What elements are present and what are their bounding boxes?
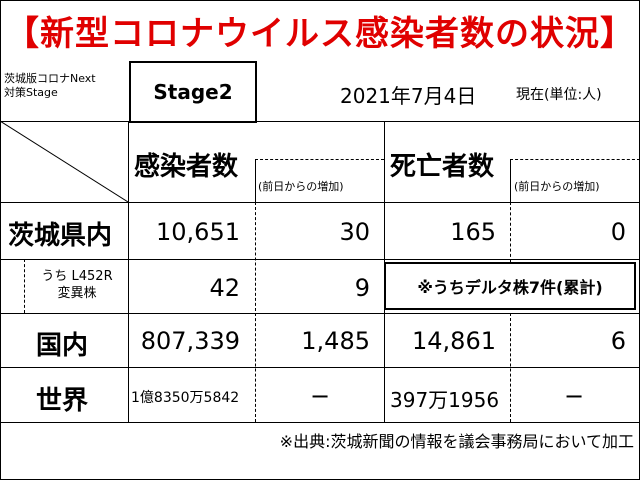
delta-note-box: ※うちデルタ株7件(累計) bbox=[384, 262, 636, 310]
japan-cases-change: 1,485 bbox=[301, 327, 370, 355]
report-unit: 現在(単位:人) bbox=[516, 87, 602, 103]
row-label-ibaraki: 茨城県内 bbox=[8, 221, 113, 251]
row-label-variant: うち L452R 変異株 bbox=[26, 268, 128, 302]
japan-cases: 807,339 bbox=[140, 327, 240, 355]
stage-label: 茨城版コロナNext 対策Stage bbox=[4, 72, 96, 100]
world-deaths-change: − bbox=[563, 382, 585, 410]
page-title: 【新型コロナウイルス感染者数の状況】 bbox=[5, 14, 635, 54]
row-line-2 bbox=[0, 259, 640, 260]
variant-indent-top bbox=[24, 259, 128, 260]
deaths-change-header: (前日からの増加) bbox=[514, 180, 600, 193]
deaths-change-top bbox=[510, 159, 640, 160]
japan-deaths: 14,861 bbox=[412, 327, 496, 355]
variant-cases: 42 bbox=[209, 274, 240, 302]
report-date: 2021年7月4日 bbox=[340, 84, 477, 108]
table-bottom-line bbox=[0, 422, 640, 423]
row-line-1 bbox=[0, 202, 640, 203]
row-label-japan: 国内 bbox=[36, 331, 89, 361]
row-line-3 bbox=[0, 313, 640, 314]
col-line-4a bbox=[510, 202, 511, 262]
variant-label-line2: 変異株 bbox=[57, 286, 97, 301]
ibaraki-deaths: 165 bbox=[450, 218, 496, 246]
cases-header: 感染者数 bbox=[134, 152, 239, 182]
table-top-line bbox=[0, 121, 640, 122]
row-label-world: 世界 bbox=[36, 386, 89, 416]
cases-change-top bbox=[255, 159, 384, 160]
col-line-1 bbox=[128, 121, 129, 422]
col-line-2 bbox=[255, 202, 256, 422]
stage-label-line2: 対策Stage bbox=[4, 86, 58, 99]
row-line-4 bbox=[0, 367, 640, 368]
ibaraki-deaths-change: 0 bbox=[610, 218, 626, 246]
stage-label-line1: 茨城版コロナNext bbox=[4, 72, 96, 85]
deaths-header: 死亡者数 bbox=[390, 152, 495, 182]
variant-indent-left bbox=[24, 259, 25, 313]
header-diagonal bbox=[0, 121, 129, 203]
col-line-4-head bbox=[510, 159, 511, 202]
delta-note: ※うちデルタ株7件(累計) bbox=[417, 278, 603, 297]
col-line-4b bbox=[510, 313, 511, 422]
variant-label-line1: うち L452R bbox=[41, 269, 113, 284]
ibaraki-cases-change: 30 bbox=[339, 218, 370, 246]
ibaraki-cases: 10,651 bbox=[156, 218, 240, 246]
world-deaths: 397万1956 bbox=[390, 388, 500, 412]
variant-cases-change: 9 bbox=[354, 274, 370, 302]
japan-deaths-change: 6 bbox=[610, 327, 626, 355]
cases-change-header: (前日からの増加) bbox=[258, 180, 344, 193]
col-line-2-head bbox=[255, 159, 256, 202]
world-cases: 1億8350万5842 bbox=[131, 390, 240, 406]
stage-value: Stage2 bbox=[153, 80, 233, 104]
source-note: ※出典:茨城新聞の情報を議会事務局において加工 bbox=[279, 432, 634, 451]
world-cases-change: − bbox=[309, 382, 331, 410]
stage-value-box: Stage2 bbox=[129, 61, 257, 123]
